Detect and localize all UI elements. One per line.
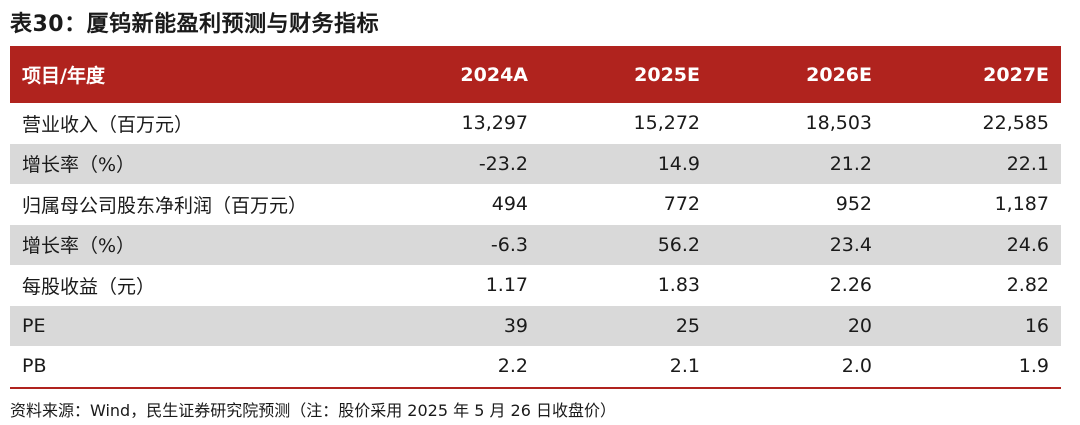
- table-cell: -6.3: [490, 233, 528, 256]
- table-cell: 16: [1024, 314, 1049, 337]
- table-cell: 22,585: [982, 112, 1049, 135]
- table-cell: 14.9: [657, 152, 700, 175]
- table-row: 归属母公司股东净利润（百万元） 494 772 952 1,187: [10, 184, 1061, 225]
- row-label: 增长率（%）: [22, 154, 136, 177]
- table-row: PE 39 25 20 16: [10, 305, 1061, 346]
- table-header-row: 项目/年度 2024A 2025E 2026E 2027E: [10, 46, 1061, 103]
- table-title: 表30：厦钨新能盈利预测与财务指标: [10, 12, 380, 37]
- table-cell: 1.83: [657, 274, 700, 297]
- table-cell: 952: [835, 193, 872, 216]
- table-cell: 2.1: [669, 355, 700, 378]
- header-cell-2024a: 2024A: [460, 63, 528, 86]
- row-label: PE: [22, 314, 46, 337]
- table-cell: 2.82: [1006, 274, 1049, 297]
- table-cell: 23.4: [829, 233, 872, 256]
- table-cell: 13,297: [461, 112, 528, 135]
- table-cell: 24.6: [1006, 233, 1049, 256]
- header-cell-2026e: 2026E: [806, 63, 872, 86]
- table-cell: 772: [663, 193, 700, 216]
- table-cell: 2.26: [829, 274, 872, 297]
- row-label: 每股收益（元）: [22, 275, 156, 298]
- table-cell: 39: [503, 314, 528, 337]
- table-cell: 25: [675, 314, 700, 337]
- table-cell: 2.0: [841, 355, 872, 378]
- table-cell: 2.2: [497, 355, 528, 378]
- table-cell: 22.1: [1006, 152, 1049, 175]
- table-cell: 1.17: [485, 274, 528, 297]
- table-cell: 1,187: [994, 193, 1049, 216]
- header-cell-item: 项目/年度: [22, 65, 105, 87]
- table-row: 增长率（%） -6.3 56.2 23.4 24.6: [10, 224, 1061, 265]
- header-cell-2027e: 2027E: [983, 63, 1049, 86]
- bottom-rule-divider: [10, 387, 1061, 389]
- source-note: 资料来源：Wind，民生证券研究院预测（注：股价采用 2025 年 5 月 26…: [10, 401, 616, 420]
- table-cell: 20: [847, 314, 872, 337]
- header-cell-2025e: 2025E: [634, 63, 700, 86]
- table-cell: 21.2: [829, 152, 872, 175]
- row-label: 营业收入（百万元）: [22, 113, 194, 136]
- table-cell: 15,272: [633, 112, 700, 135]
- table-cell: 1.9: [1018, 355, 1049, 378]
- financial-forecast-table: 项目/年度 2024A 2025E 2026E 2027E 营业收入（百万元） …: [10, 46, 1061, 387]
- row-label: PB: [22, 355, 47, 378]
- table-row: 增长率（%） -23.2 14.9 21.2 22.1: [10, 143, 1061, 184]
- table-cell: 56.2: [657, 233, 700, 256]
- table-cell: -23.2: [478, 152, 528, 175]
- table-cell: 18,503: [805, 112, 872, 135]
- row-label: 归属母公司股东净利润（百万元）: [22, 194, 308, 217]
- row-label: 增长率（%）: [22, 235, 136, 258]
- table-row: PB 2.2 2.1 2.0 1.9: [10, 346, 1061, 387]
- table-row: 营业收入（百万元） 13,297 15,272 18,503 22,585: [10, 103, 1061, 144]
- table-cell: 494: [491, 193, 528, 216]
- table-row: 每股收益（元） 1.17 1.83 2.26 2.82: [10, 265, 1061, 306]
